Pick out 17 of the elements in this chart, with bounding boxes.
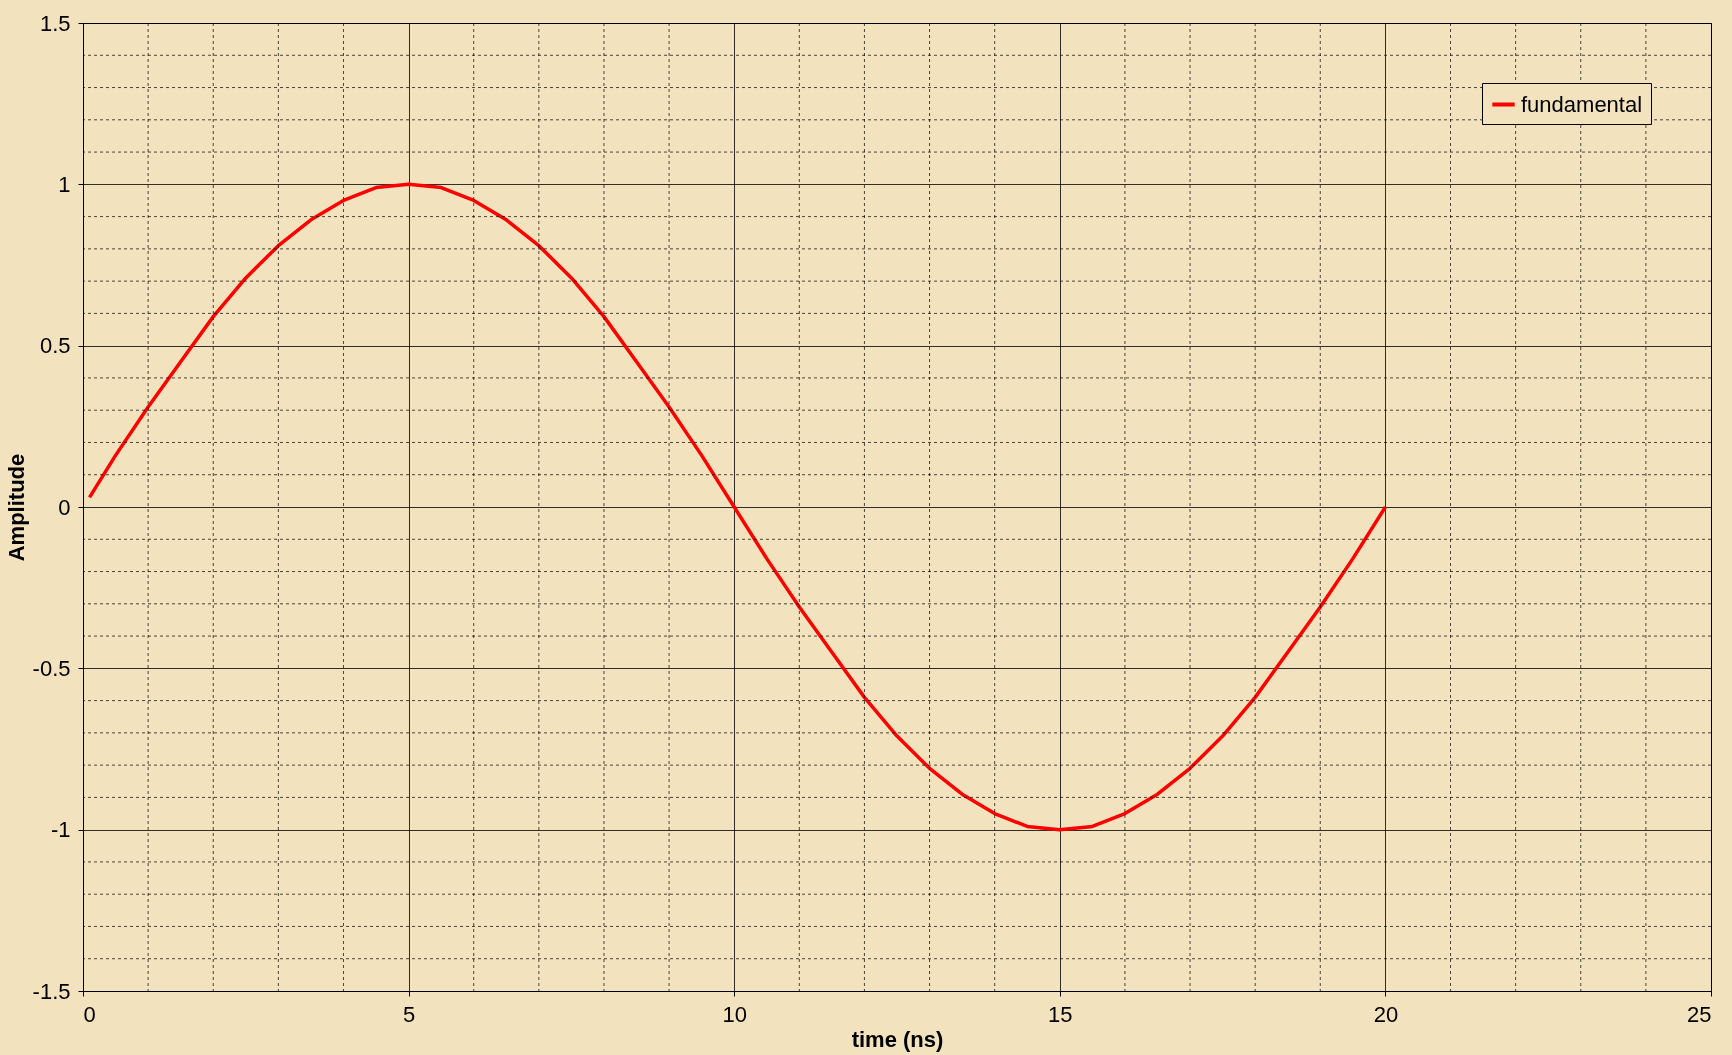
y-tick-label: -0.5 <box>32 655 71 681</box>
y-tick-label: 1 <box>58 171 71 197</box>
y-tick-label: -1 <box>50 817 71 843</box>
x-tick-label: 0 <box>83 1001 96 1027</box>
x-tick-label: 15 <box>1048 1001 1073 1027</box>
x-axis-title: time (ns) <box>851 1026 944 1052</box>
x-tick-label: 10 <box>722 1001 747 1027</box>
x-tick-label: 25 <box>1687 1001 1712 1027</box>
y-tick-label: 1.5 <box>39 10 71 36</box>
y-tick-label: 0.5 <box>39 333 71 359</box>
legend-label: fundamental <box>1521 91 1643 117</box>
y-tick-label: -1.5 <box>32 978 71 1004</box>
y-tick-label: 0 <box>58 494 71 520</box>
x-tick-label: 20 <box>1373 1001 1399 1027</box>
y-axis-title: Amplitude <box>3 453 29 562</box>
line-series <box>87 182 1388 832</box>
x-tick-label: 5 <box>402 1001 416 1027</box>
